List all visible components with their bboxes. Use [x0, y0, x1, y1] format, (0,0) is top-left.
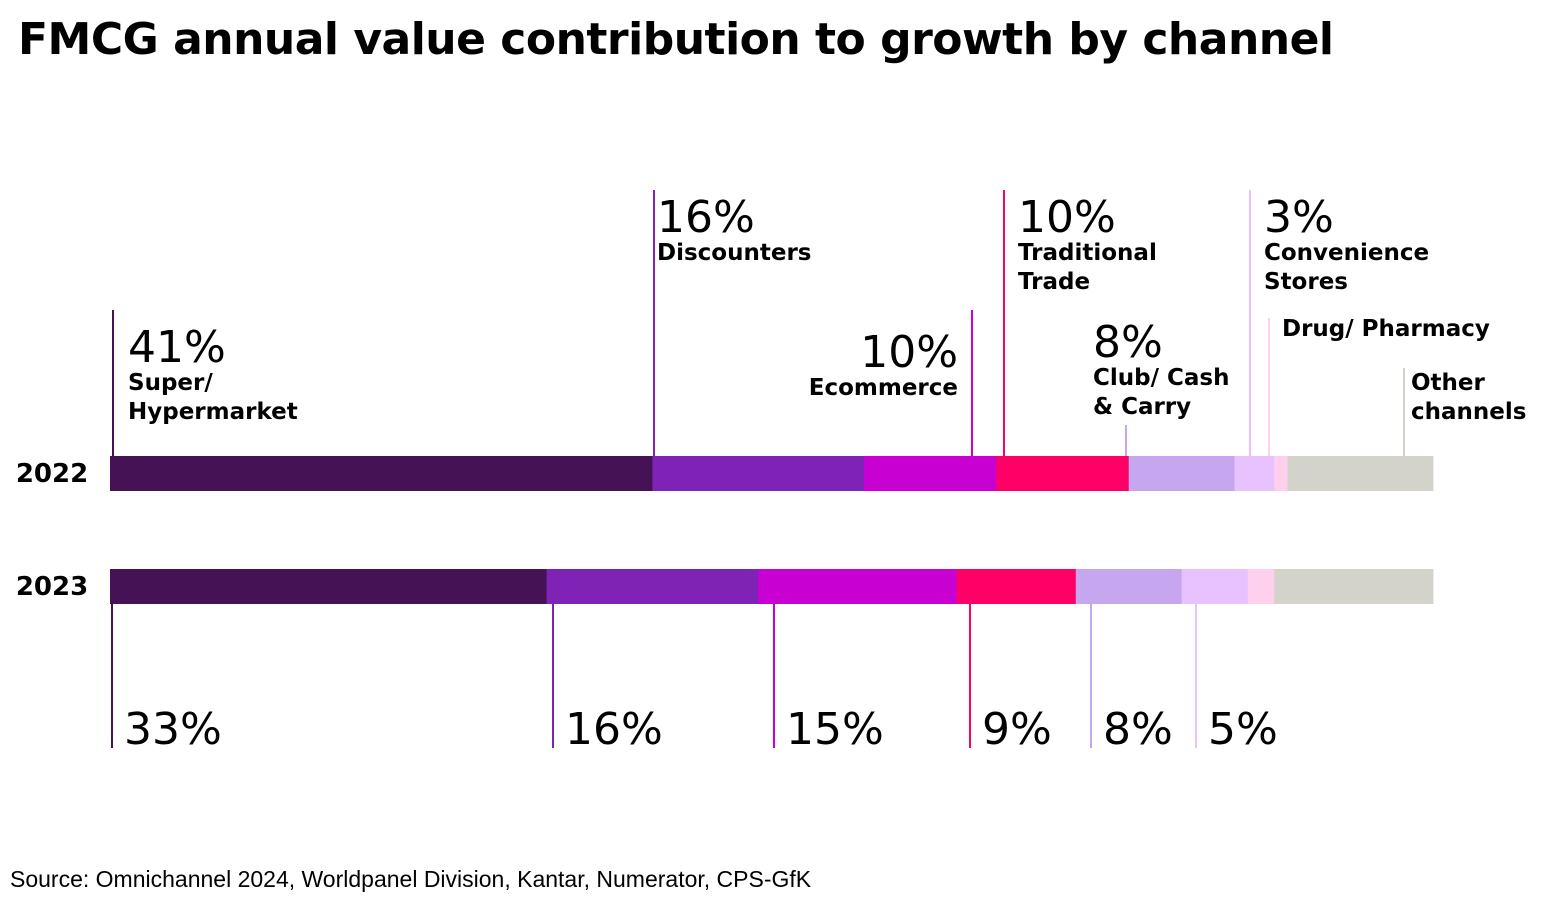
channel-label-other-channels-line2: channels: [1411, 399, 1526, 425]
value-label-2022-ecommerce: 10%: [860, 327, 958, 378]
channel-label-super-hypermarket: Super/: [128, 370, 213, 396]
channel-label-convenience-stores: Convenience: [1264, 240, 1429, 266]
bar-segment-2023-convenience-stores: [1181, 569, 1249, 604]
value-label-2023-club-cash-carry: 8%: [1103, 704, 1173, 755]
value-label-2023-convenience-stores: 5%: [1208, 704, 1278, 755]
channel-label-other-channels: Other: [1411, 370, 1486, 396]
bar-segment-2022-drug-pharmacy: [1274, 456, 1288, 491]
channel-label-club-cash-carry-line2: & Carry: [1093, 394, 1191, 420]
channel-label-club-cash-carry: Club/ Cash: [1093, 365, 1229, 391]
bar-segment-2022-discounters: [652, 456, 865, 491]
bar-segment-2022-other-channels: [1287, 456, 1434, 491]
year-label-2022: 2022: [16, 459, 88, 489]
value-label-2023-discounters: 16%: [565, 704, 663, 755]
value-label-2023-traditional-trade: 9%: [982, 704, 1052, 755]
value-label-2022-traditional-trade: 10%: [1018, 192, 1116, 243]
bar-segment-2023-ecommerce: [758, 569, 958, 604]
source-note: Source: Omnichannel 2024, Worldpanel Div…: [10, 866, 812, 892]
value-label-2022-discounters: 16%: [657, 192, 755, 243]
channel-label-convenience-stores-line2: Stores: [1264, 269, 1348, 295]
value-label-2023-ecommerce: 15%: [786, 704, 884, 755]
channel-label-super-hypermarket-line2: Hypermarket: [128, 399, 298, 425]
bar-segment-2023-club-cash-carry: [1075, 569, 1183, 604]
channel-label-drug-pharmacy: Drug/ Pharmacy: [1282, 316, 1490, 342]
bar-segment-2023-drug-pharmacy: [1247, 569, 1275, 604]
value-label-2023-super-hypermarket: 33%: [124, 704, 222, 755]
year-label-2023: 2023: [16, 572, 88, 602]
bar-segment-2023-super-hypermarket: [110, 569, 547, 604]
bar-segment-2023-traditional-trade: [956, 569, 1077, 604]
bar-segment-2022-super-hypermarket: [110, 456, 653, 491]
value-label-2022-convenience-stores: 3%: [1264, 192, 1334, 243]
chart-title: FMCG annual value contribution to growth…: [18, 14, 1334, 65]
bar-segment-2023-other-channels: [1274, 569, 1434, 604]
bar-segment-2022-ecommerce: [864, 456, 997, 491]
bar-segment-2022-convenience-stores: [1234, 456, 1275, 491]
bar-segment-2022-traditional-trade: [996, 456, 1130, 491]
bar-segment-2023-discounters: [546, 569, 759, 604]
channel-label-traditional-trade: Traditional: [1018, 240, 1157, 266]
channel-label-ecommerce: Ecommerce: [809, 375, 958, 401]
value-label-2022-super-hypermarket: 41%: [128, 322, 226, 373]
bar-segment-2022-club-cash-carry: [1128, 456, 1235, 491]
channel-label-discounters: Discounters: [657, 240, 811, 266]
value-label-2022-club-cash-carry: 8%: [1093, 317, 1163, 368]
channel-label-traditional-trade-line2: Trade: [1018, 269, 1090, 295]
